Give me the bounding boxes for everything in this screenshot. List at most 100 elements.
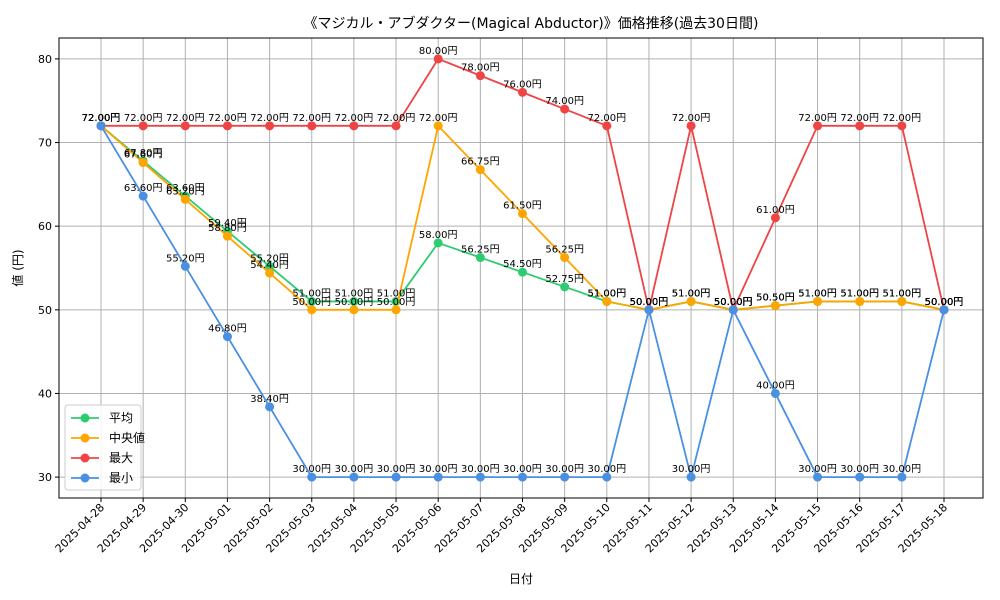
data-label: 72.00円 <box>798 113 837 124</box>
data-label: 30.00円 <box>292 464 331 475</box>
data-label: 30.00円 <box>545 464 584 475</box>
data-label: 51.00円 <box>587 288 626 299</box>
data-label: 72.00円 <box>587 113 626 124</box>
data-label: 72.00円 <box>82 113 121 124</box>
data-label: 30.00円 <box>461 464 500 475</box>
legend-label: 中央値 <box>109 430 145 445</box>
data-label: 51.00円 <box>672 288 711 299</box>
series-3 <box>96 121 949 482</box>
data-point <box>475 253 485 263</box>
data-label: 50.00円 <box>714 297 753 308</box>
data-label: 76.00円 <box>503 79 542 90</box>
data-point <box>307 305 317 315</box>
legend-box <box>64 404 142 491</box>
data-label: 72.00円 <box>377 113 416 124</box>
data-label: 50.00円 <box>925 297 964 308</box>
data-point <box>897 296 907 306</box>
data-label: 54.50円 <box>503 259 542 270</box>
data-label: 30.00円 <box>419 464 458 475</box>
legend-label: 平均 <box>109 411 133 425</box>
data-label: 30.00円 <box>377 464 416 475</box>
data-label: 67.80円 <box>124 148 163 159</box>
data-point <box>560 282 570 292</box>
legend-label: 最小 <box>109 471 133 485</box>
data-point <box>265 268 275 278</box>
data-point <box>518 209 527 219</box>
data-label: 50.00円 <box>714 297 753 308</box>
data-label: 63.60円 <box>166 183 205 194</box>
y-tick-label: 30 <box>38 471 52 484</box>
data-point <box>897 121 907 131</box>
chart-title: 《マジカル・アブダクター(Magical Abductor)》価格推移(過去30… <box>304 15 759 32</box>
data-label: 30.00円 <box>335 464 374 475</box>
data-label: 80.00円 <box>419 46 458 57</box>
series-layer <box>96 54 949 482</box>
data-label: 59.40円 <box>208 218 247 229</box>
data-label: 52.75円 <box>545 274 584 285</box>
data-label: 61.00円 <box>756 205 795 216</box>
data-point <box>433 238 443 248</box>
data-label: 51.00円 <box>883 288 922 299</box>
data-point <box>560 253 570 263</box>
data-point <box>222 332 232 342</box>
data-label: 72.00円 <box>672 113 711 124</box>
data-point <box>855 296 865 306</box>
data-label: 50.00円 <box>292 297 331 308</box>
y-tick-label: 40 <box>38 387 52 400</box>
data-label: 51.00円 <box>335 288 374 299</box>
data-label: 55.20円 <box>166 253 205 264</box>
data-point <box>265 261 275 271</box>
data-label: 51.00円 <box>840 288 879 299</box>
data-label: 50.00円 <box>925 297 964 308</box>
legend-marker <box>80 433 90 443</box>
legend-item-2: 最大 <box>71 451 133 465</box>
data-point <box>391 121 401 131</box>
data-point <box>138 121 148 131</box>
data-label: 50.00円 <box>377 297 416 308</box>
data-point <box>138 191 148 201</box>
data-label: 72.00円 <box>208 113 247 124</box>
data-label: 72.00円 <box>82 113 121 124</box>
data-point <box>349 121 359 131</box>
data-point <box>433 54 443 64</box>
data-point <box>518 472 527 482</box>
data-label: 72.00円 <box>292 113 331 124</box>
data-point <box>602 472 612 482</box>
data-label: 51.00円 <box>840 288 879 299</box>
data-point <box>686 121 696 131</box>
data-label: 30.00円 <box>798 464 837 475</box>
legend-item-3: 最小 <box>71 471 133 485</box>
data-point <box>475 472 485 482</box>
data-label: 72.00円 <box>419 113 458 124</box>
y-axis-label: 値 (円) <box>10 249 25 286</box>
data-label: 51.00円 <box>672 288 711 299</box>
data-point <box>349 296 359 306</box>
data-point <box>180 261 190 271</box>
data-label: 51.00円 <box>883 288 922 299</box>
data-label: 50.00円 <box>630 297 669 308</box>
data-label: 50.00円 <box>714 297 753 308</box>
data-label: 30.00円 <box>883 464 922 475</box>
data-point <box>138 158 148 168</box>
data-label: 61.50円 <box>503 201 542 212</box>
data-point <box>307 472 317 482</box>
data-point <box>770 388 780 398</box>
data-label: 58.80円 <box>208 223 247 234</box>
data-label: 72.00円 <box>82 113 121 124</box>
data-point <box>813 472 823 482</box>
data-label: 63.20円 <box>166 186 205 197</box>
data-label: 50.00円 <box>630 297 669 308</box>
data-label: 56.25円 <box>545 245 584 256</box>
data-label: 58.00円 <box>419 230 458 241</box>
data-point <box>433 121 443 131</box>
y-tick-label: 70 <box>38 137 52 150</box>
legend-marker <box>80 473 90 483</box>
data-point <box>813 121 823 131</box>
data-label: 50.00円 <box>925 297 964 308</box>
data-point <box>180 121 190 131</box>
data-label: 50.00円 <box>630 297 669 308</box>
data-point <box>686 472 696 482</box>
data-point <box>349 472 359 482</box>
